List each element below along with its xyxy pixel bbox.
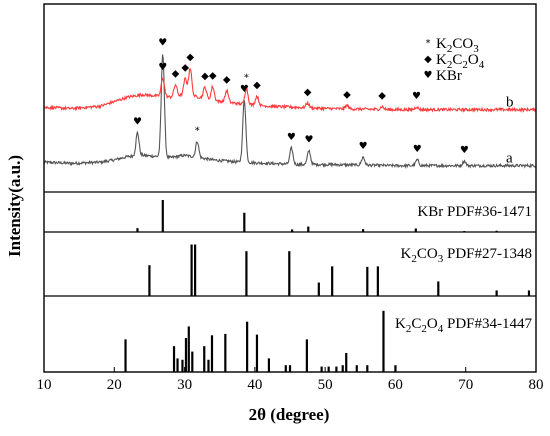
peak-marker: ◆: [223, 75, 231, 86]
reference-label-part: K: [401, 246, 412, 262]
reference-label-part: O: [427, 316, 438, 332]
peak-marker: ◆: [209, 71, 217, 82]
y-axis-title: Intensity(a.u.): [5, 155, 24, 257]
reference-label: K2CO3 PDF#27-1348: [401, 246, 532, 265]
legend-label-part: C: [452, 52, 462, 68]
peak-marker: ♥: [460, 145, 469, 156]
reference-label-part: PDF#27-1348: [443, 246, 532, 262]
peak-marker: ♥: [304, 135, 313, 146]
peak-marker: ◆: [378, 91, 386, 102]
x-tick-label: 30: [177, 377, 192, 393]
reference-label-part: 2: [421, 323, 427, 335]
reference-label-part: 3: [438, 253, 444, 265]
legend-label-part: 3: [473, 43, 479, 55]
plot-frame: [43, 3, 537, 373]
peak-marker: ◆: [181, 63, 189, 74]
reference-label-part: C: [411, 316, 421, 332]
peak-marker: ♥: [133, 117, 142, 128]
reference-label: KBr PDF#36-1471: [417, 204, 532, 220]
reference-label-part: CO: [417, 246, 438, 262]
peak-marker: ♥: [287, 132, 296, 143]
x-tick-label: 10: [37, 377, 52, 393]
peak-marker: ♥: [413, 144, 422, 155]
legend-label-part: K: [436, 36, 447, 52]
legend-entry: ◆ K2C2O4: [424, 52, 485, 71]
legend-label-part: CO: [452, 36, 473, 52]
pattern-a-label: a: [506, 151, 513, 167]
reference-label: K2C2O4 PDF#34-1447: [395, 316, 532, 335]
x-tick-label: 20: [107, 377, 122, 393]
peak-marker: ♥: [158, 37, 167, 48]
legend-symbol: ◆: [424, 54, 432, 65]
reference-label-part: K: [395, 316, 406, 332]
peak-marker: ◆: [304, 87, 312, 98]
reference-panel-1: K2CO3 PDF#27-1348: [148, 244, 532, 296]
peak-marker: ♥: [158, 62, 167, 73]
peak-marker: *: [244, 72, 249, 83]
legend-label-part: 2: [447, 43, 453, 55]
peak-marker: ◆: [343, 89, 351, 100]
reference-label-part: KBr PDF#36-1471: [417, 204, 532, 220]
legend: * K2CO3◆ K2C2O4♥ KBr: [424, 36, 485, 84]
legend-label: K2C2O4: [436, 52, 485, 71]
legend-symbol: *: [426, 38, 431, 49]
peak-marker: ◆: [186, 52, 194, 63]
plot-border: [43, 3, 537, 373]
x-axis: 10 20 30 40 50 60 70 80: [37, 367, 544, 393]
legend-label-part: 2: [447, 59, 453, 71]
reference-panel-0: KBr PDF#36-1471: [136, 200, 532, 232]
reference-panel-2: K2C2O4 PDF#34-1447: [124, 310, 532, 372]
x-axis-title: 2θ (degree): [249, 405, 330, 424]
pattern-b-label: b: [506, 95, 514, 111]
x-tick-label: 50: [318, 377, 333, 393]
peak-marker: ◆: [253, 80, 261, 91]
xrd-pattern-group: a♥♥*♥♥ ♥♥ ♥ ♥b♥◆◆◆◆ ◆ ◆ *◆◆ ◆ ◆ ♥: [43, 37, 537, 170]
reference-label-part: 4: [438, 323, 444, 335]
x-tick-label: 40: [247, 377, 262, 393]
x-tick-label: 80: [529, 377, 544, 393]
legend-symbol: ♥: [424, 70, 433, 81]
legend-entry: * K2CO3: [426, 36, 480, 55]
legend-label-part: KBr: [436, 68, 462, 84]
legend-label: K2CO3: [436, 36, 479, 55]
peak-marker: ♥: [359, 141, 368, 152]
legend-label-part: O: [468, 52, 479, 68]
x-tick-label: 60: [388, 377, 403, 393]
peak-marker: ♥: [412, 91, 421, 102]
pattern-a-line: [43, 54, 536, 170]
legend-entry: ♥ KBr: [424, 68, 462, 84]
peak-marker: ◆: [201, 71, 209, 82]
pattern-a: a♥♥*♥♥ ♥♥ ♥ ♥: [43, 37, 536, 170]
legend-label-part: K: [436, 52, 447, 68]
reference-label-part: 2: [406, 323, 412, 335]
legend-label-part: 2: [462, 59, 468, 71]
reference-label-part: PDF#34-1447: [443, 316, 532, 332]
pattern-b: b♥◆◆◆◆ ◆ ◆ *◆◆ ◆ ◆ ♥: [43, 52, 537, 113]
peak-marker: *: [195, 125, 200, 136]
legend-label-part: 4: [479, 59, 485, 71]
x-tick-label: 70: [458, 377, 473, 393]
peak-marker: ◆: [172, 69, 180, 80]
peak-marker: ♥: [240, 84, 249, 95]
pattern-b-line: [43, 68, 537, 113]
legend-label: KBr: [436, 68, 462, 84]
reference-label-part: 2: [411, 253, 417, 265]
